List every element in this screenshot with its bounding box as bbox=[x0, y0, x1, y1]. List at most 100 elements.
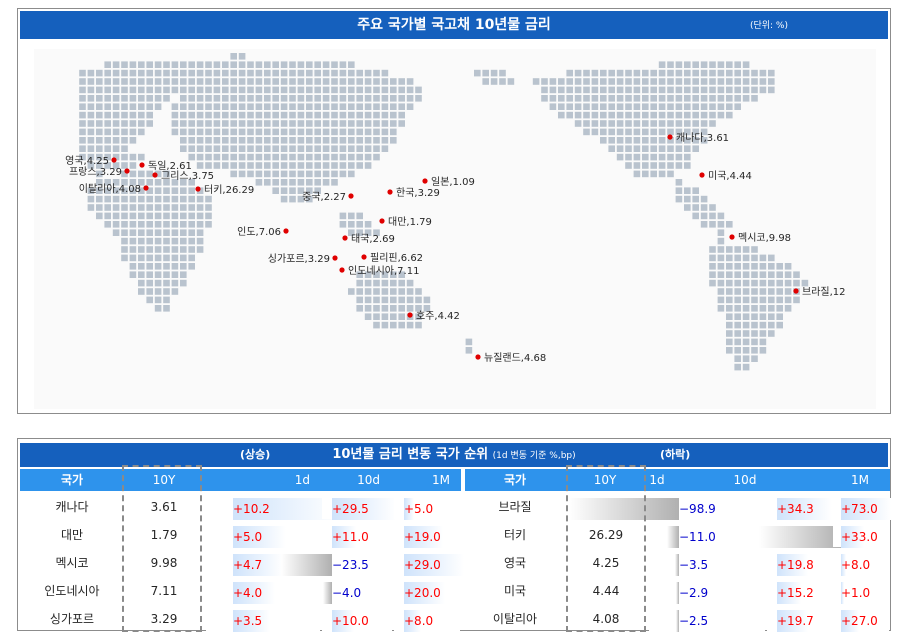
positive-bar bbox=[777, 498, 832, 520]
change-value: +15.2 bbox=[777, 586, 814, 600]
change-value: +5.0 bbox=[404, 502, 434, 516]
country-marker bbox=[124, 168, 130, 174]
country-rate-label: 호주,4.42 bbox=[416, 310, 460, 322]
change-cell: +4.0 bbox=[206, 579, 320, 604]
positive-bar bbox=[404, 498, 415, 520]
rise-10y-highlight bbox=[122, 465, 202, 632]
table-row: 대만 1.79 +5.0 +11.0 +19.0 bbox=[20, 521, 461, 549]
yield-10y: 9.98 bbox=[150, 556, 178, 570]
table-row: 미국 4.44 −2.9 +15.2 +1.0 bbox=[465, 577, 890, 605]
col-10d: 10d bbox=[733, 473, 757, 487]
change-value: +34.3 bbox=[777, 502, 814, 516]
change-value: −11.0 bbox=[679, 530, 716, 544]
change-value: +73.0 bbox=[841, 502, 878, 516]
country-name: 캐나다 bbox=[55, 500, 89, 514]
change-value: +33.0 bbox=[841, 530, 878, 544]
country-rate-label: 멕시코,9.98 bbox=[738, 232, 791, 244]
country-rate-label: 필리핀,6.62 bbox=[370, 252, 423, 264]
change-value: +29.5 bbox=[332, 502, 369, 516]
negative-bar bbox=[281, 554, 332, 576]
country-marker bbox=[195, 186, 201, 192]
positive-bar bbox=[233, 582, 276, 604]
country-marker bbox=[348, 193, 354, 199]
change-value: +19.0 bbox=[404, 530, 441, 544]
change-cell: −23.5 bbox=[281, 551, 392, 576]
yield-10y: 3.61 bbox=[150, 500, 178, 514]
col-1d: 1d bbox=[294, 473, 310, 487]
country-rate-label: 이탈리아,4.08 bbox=[79, 182, 141, 195]
table-row: 멕시코 9.98 +4.7 −23.5 +29.0 bbox=[20, 549, 464, 577]
positive-bar bbox=[841, 526, 864, 548]
change-value: +20.0 bbox=[404, 586, 441, 600]
change-cell: +19.0 bbox=[394, 523, 460, 548]
country-marker bbox=[729, 234, 735, 240]
rise-table: 캐나다 3.61 +10.2 +29.5 +5.0 대만 1.79 +5.0 +11.0 +19.… bbox=[20, 493, 464, 632]
negative-bar bbox=[569, 498, 679, 520]
change-cell: +10.0 bbox=[322, 607, 392, 632]
change-cell: +1.0 bbox=[833, 579, 889, 604]
country-name: 이탈리아 bbox=[492, 612, 538, 626]
negative-bar bbox=[676, 610, 679, 632]
map-land-dots bbox=[79, 53, 809, 371]
positive-bar bbox=[404, 526, 444, 548]
positive-bar bbox=[841, 582, 844, 604]
country-marker bbox=[361, 254, 367, 260]
country-rate-label: 중국,2.27 bbox=[302, 191, 346, 203]
country-marker bbox=[139, 162, 145, 168]
country-rate-label: 대만,1.79 bbox=[388, 216, 432, 228]
change-value: −2.5 bbox=[679, 614, 709, 628]
country-rate-label: 프랑스,3.29 bbox=[69, 166, 122, 178]
change-value: +4.7 bbox=[233, 558, 263, 572]
change-value: +8.0 bbox=[404, 614, 434, 628]
country-marker bbox=[339, 267, 345, 273]
country-marker bbox=[152, 172, 158, 178]
country-marker bbox=[422, 178, 428, 184]
country-name: 멕시코 bbox=[55, 556, 89, 570]
positive-bar bbox=[841, 554, 847, 576]
country-rate-label: 인도네시아,7.11 bbox=[348, 265, 419, 277]
country-marker bbox=[332, 255, 338, 261]
change-value: −2.9 bbox=[679, 586, 709, 600]
change-value: +29.0 bbox=[404, 558, 441, 572]
country-rate-label: 일본,1.09 bbox=[431, 176, 475, 188]
country-rate-label: 미국,4.44 bbox=[708, 170, 752, 182]
change-value: +27.0 bbox=[841, 614, 878, 628]
rate-map-panel: 주요 국가별 국고채 10년물 금리 (단위: %) 영국,4.25 독일,2.6… bbox=[17, 8, 891, 414]
change-value: −23.5 bbox=[332, 558, 369, 572]
yield-10y: 3.29 bbox=[150, 612, 178, 626]
change-cell: +29.0 bbox=[394, 551, 464, 576]
change-cell: +27.0 bbox=[833, 607, 889, 632]
country-marker bbox=[283, 228, 289, 234]
positive-bar bbox=[777, 554, 809, 576]
change-value: +10.0 bbox=[332, 614, 369, 628]
change-cell: −98.9 bbox=[569, 495, 765, 520]
col-10y: 10Y bbox=[152, 473, 176, 487]
change-cell: +29.5 bbox=[322, 495, 396, 520]
change-cell: +33.0 bbox=[833, 523, 889, 548]
world-map: 영국,4.25 독일,2.61 프랑스,3.29 그리스,3.75 이탈리아,4.08 터… bbox=[34, 49, 876, 409]
country-rate-label: 브라질,12 bbox=[802, 286, 846, 298]
positive-bar bbox=[404, 554, 464, 576]
negative-bar bbox=[759, 526, 841, 548]
change-value: −3.5 bbox=[679, 558, 709, 572]
positive-bar bbox=[841, 610, 860, 632]
negative-bar bbox=[675, 554, 679, 576]
table-title-main: 10년물 금리 변동 국가 순위 bbox=[332, 447, 489, 462]
change-cell: +10.2 bbox=[206, 495, 341, 520]
country-rate-label: 인도,7.06 bbox=[237, 226, 281, 238]
change-value: −4.0 bbox=[332, 586, 362, 600]
yield-10y: 4.44 bbox=[592, 584, 620, 598]
positive-bar bbox=[404, 582, 446, 604]
table-row: 영국 4.25 −3.5 +19.8 +8.0 bbox=[465, 549, 890, 577]
country-rate-label: 그리스,3.75 bbox=[161, 170, 214, 182]
table-title-sub: (1d 변동 기준 %,bp) bbox=[492, 451, 576, 461]
country-rate-label: 싱가포르,3.29 bbox=[268, 253, 330, 265]
positive-bar bbox=[233, 498, 341, 520]
fall-label: (하락) bbox=[660, 448, 691, 461]
change-cell: +5.0 bbox=[206, 523, 320, 548]
country-marker bbox=[475, 354, 481, 360]
fall-10y-highlight bbox=[566, 465, 646, 632]
country-marker bbox=[793, 288, 799, 294]
fall-column-header: 국가 10Y 1d 10d 1M bbox=[465, 469, 890, 491]
country-marker bbox=[111, 157, 117, 163]
